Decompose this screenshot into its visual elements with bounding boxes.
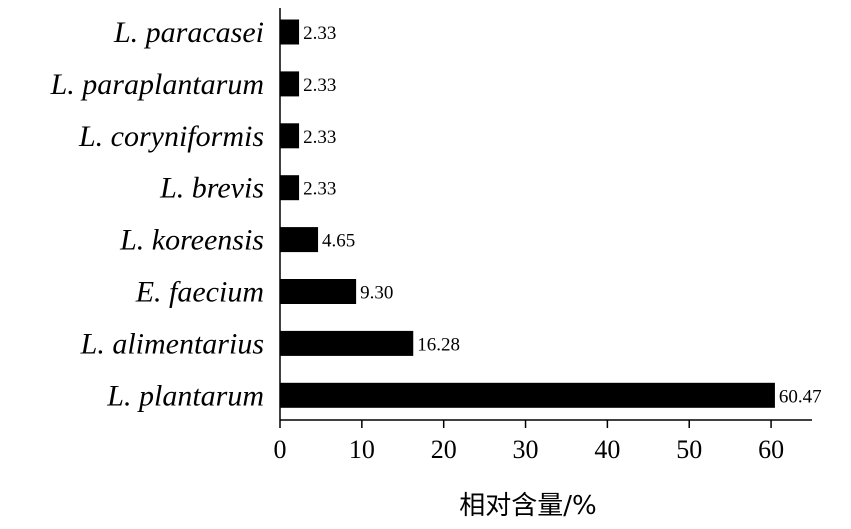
x-tick-label: 40 xyxy=(594,435,620,464)
category-label: L. alimentarius xyxy=(80,327,264,360)
bar xyxy=(280,330,414,356)
bar xyxy=(280,279,357,304)
x-tick-label: 0 xyxy=(274,435,287,464)
x-axis-title: 相对含量/% xyxy=(459,491,596,521)
bar xyxy=(280,175,300,201)
data-label: 9.30 xyxy=(360,283,393,304)
bar xyxy=(280,382,775,408)
x-tick-label: 50 xyxy=(676,435,702,464)
category-label: L. coryniformis xyxy=(78,120,264,153)
category-label: L. paracasei xyxy=(113,16,264,49)
value-labels: 2.33 2.33 2.33 2.33 4.65 9.30 16.28 60.47 xyxy=(303,23,822,407)
x-axis-ticks: 0 10 20 30 40 50 60 xyxy=(274,420,784,464)
category-label: L. paraplantarum xyxy=(50,68,264,101)
category-label: L. brevis xyxy=(159,172,264,205)
bars xyxy=(280,19,775,408)
x-tick-label: 10 xyxy=(349,435,375,464)
bar xyxy=(280,123,300,149)
x-tick-label: 20 xyxy=(431,435,457,464)
data-label: 4.65 xyxy=(322,231,355,252)
data-label: 16.28 xyxy=(417,334,460,355)
data-label: 2.33 xyxy=(303,127,336,148)
data-label: 2.33 xyxy=(303,179,336,200)
data-label: 2.33 xyxy=(303,23,336,44)
bar xyxy=(280,227,319,253)
bar xyxy=(280,19,300,45)
data-label: 2.33 xyxy=(303,75,336,96)
category-label: E. faecium xyxy=(135,276,264,309)
category-label: L. koreensis xyxy=(119,224,264,257)
bar xyxy=(280,71,300,97)
data-label: 60.47 xyxy=(779,386,822,407)
category-label: L. plantarum xyxy=(106,379,264,412)
x-tick-label: 60 xyxy=(758,435,784,464)
x-tick-label: 30 xyxy=(513,435,539,464)
category-labels: L. paracasei L. paraplantarum L. corynifor… xyxy=(50,16,264,412)
